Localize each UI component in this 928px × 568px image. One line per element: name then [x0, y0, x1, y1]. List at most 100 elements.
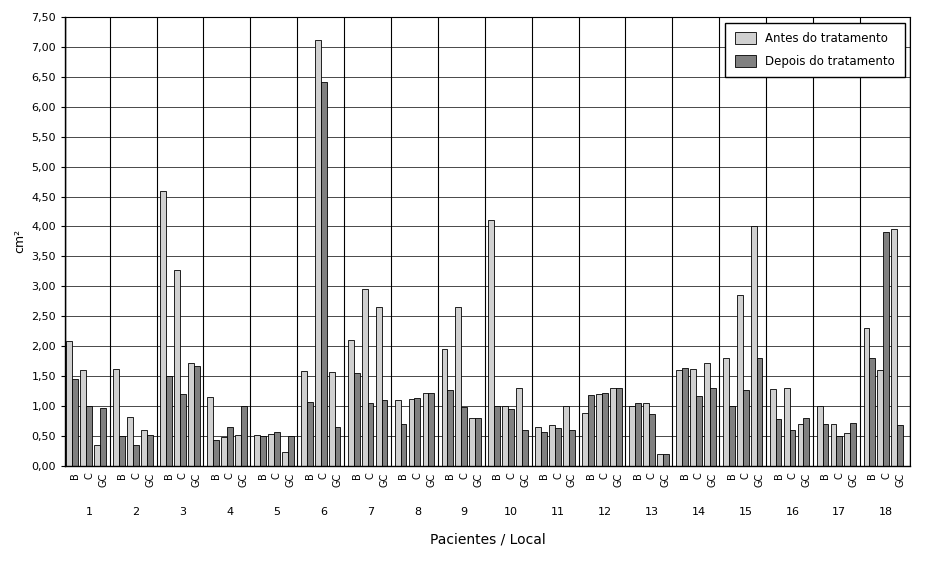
Bar [281, 452, 288, 466]
Bar [502, 406, 508, 466]
Bar [422, 394, 428, 466]
Y-axis label: cm²: cm² [13, 229, 26, 253]
Bar [516, 388, 522, 466]
Bar [736, 295, 741, 466]
Text: B: B [258, 473, 267, 479]
Text: B: B [351, 473, 361, 479]
Text: 12: 12 [598, 507, 612, 517]
Text: 1: 1 [85, 507, 93, 517]
Text: B: B [726, 473, 736, 479]
Bar [797, 424, 803, 466]
Bar [816, 406, 821, 466]
Bar [301, 371, 306, 466]
Bar [194, 366, 200, 466]
Text: B: B [867, 473, 876, 479]
Bar [709, 388, 715, 466]
Bar [601, 392, 607, 466]
Bar [642, 403, 648, 466]
Text: B: B [211, 473, 221, 479]
Text: C: C [225, 473, 235, 479]
Bar [844, 433, 849, 466]
Bar [428, 392, 433, 466]
Text: 9: 9 [460, 507, 468, 517]
Bar [648, 414, 654, 466]
Bar [615, 388, 621, 466]
Bar [226, 427, 233, 466]
Bar [582, 413, 587, 466]
X-axis label: Pacientes / Local: Pacientes / Local [430, 532, 545, 546]
Bar [569, 430, 574, 466]
Text: B: B [679, 473, 690, 479]
Bar [414, 398, 419, 466]
Bar [695, 396, 701, 466]
Bar [775, 419, 780, 466]
Text: B: B [71, 473, 80, 479]
Text: B: B [586, 473, 596, 479]
Bar [354, 373, 359, 466]
Bar [750, 227, 755, 466]
Text: B: B [164, 473, 174, 479]
Bar [628, 406, 635, 466]
Bar [72, 379, 78, 466]
Text: C: C [458, 473, 469, 479]
Bar [113, 369, 119, 466]
Bar [728, 406, 734, 466]
Bar [541, 432, 547, 466]
Bar [221, 437, 226, 466]
Bar [95, 445, 100, 466]
Text: C: C [693, 473, 702, 479]
Bar [789, 430, 794, 466]
Text: B: B [117, 473, 127, 479]
Bar [394, 400, 400, 466]
Bar [656, 454, 662, 466]
Bar [494, 406, 499, 466]
Text: C: C [272, 473, 281, 479]
Bar [207, 397, 213, 466]
Bar [741, 390, 748, 466]
Text: C: C [412, 473, 422, 479]
Bar [267, 434, 274, 466]
Bar [548, 425, 555, 466]
Text: GC: GC [847, 473, 857, 487]
Bar [508, 409, 513, 466]
Bar [375, 307, 381, 466]
Text: 17: 17 [831, 507, 845, 517]
Bar [86, 406, 92, 466]
Text: B: B [398, 473, 408, 479]
Bar [635, 403, 640, 466]
Bar [562, 406, 569, 466]
Bar [555, 428, 561, 466]
Bar [329, 372, 334, 466]
Text: 18: 18 [878, 507, 893, 517]
Text: B: B [445, 473, 455, 479]
Bar [67, 341, 72, 466]
Text: C: C [833, 473, 844, 479]
Bar [174, 270, 180, 466]
Text: C: C [365, 473, 375, 479]
Bar [127, 417, 133, 466]
Text: C: C [131, 473, 141, 479]
Bar [835, 436, 842, 466]
Bar [849, 423, 856, 466]
Bar [361, 289, 367, 466]
Text: GC: GC [566, 473, 576, 487]
Text: 13: 13 [644, 507, 658, 517]
Bar [180, 394, 186, 466]
Text: B: B [492, 473, 502, 479]
Text: 8: 8 [413, 507, 420, 517]
Bar [662, 454, 668, 466]
Bar [381, 400, 387, 466]
Bar [475, 418, 481, 466]
Bar [315, 40, 320, 466]
Bar [119, 436, 125, 466]
Text: 15: 15 [738, 507, 752, 517]
Text: B: B [819, 473, 830, 479]
Bar [596, 394, 601, 466]
Text: 14: 14 [691, 507, 705, 517]
Bar [288, 436, 293, 466]
Text: C: C [84, 473, 94, 479]
Bar [441, 349, 447, 466]
Bar [161, 190, 166, 466]
Bar [274, 432, 279, 466]
Bar [890, 229, 896, 466]
